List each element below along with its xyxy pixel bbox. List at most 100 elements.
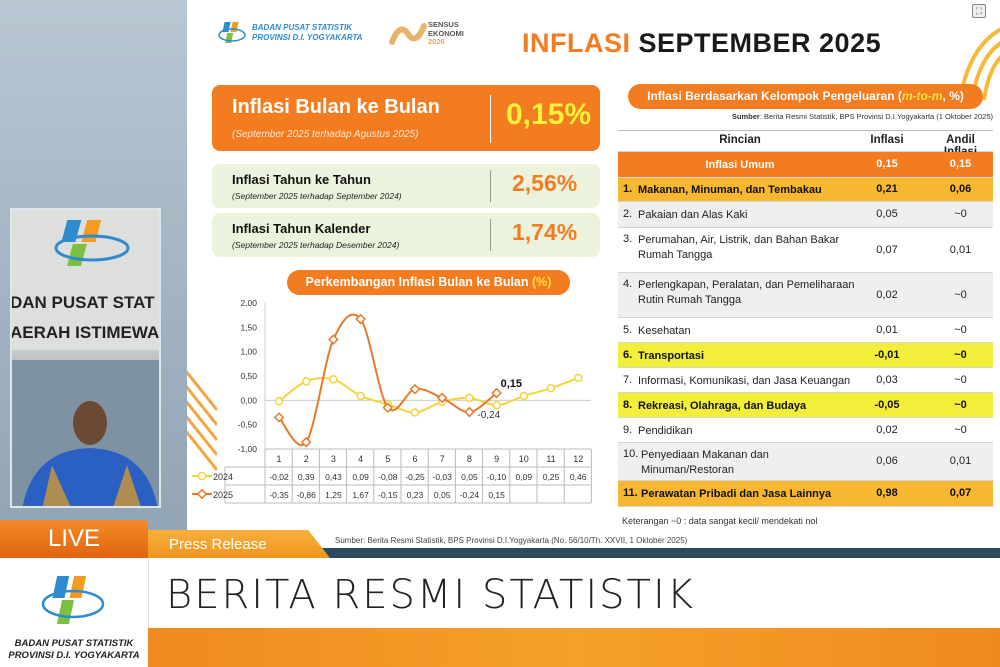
row-label: Perawatan Pribadi dan Jasa Lainnya bbox=[641, 488, 832, 500]
yoy-card: Inflasi Tahun ke Tahun (September 2025 t… bbox=[212, 164, 600, 208]
row-label: Kesehatan bbox=[638, 324, 691, 337]
y-tick-label: 2,00 bbox=[240, 298, 257, 308]
mtm-card: Inflasi Bulan ke Bulan (September 2025 t… bbox=[212, 85, 600, 151]
row-inflasi: 0,21 bbox=[876, 183, 898, 195]
data-point-2024 bbox=[519, 391, 529, 401]
title-period: SEPTEMBER 2025 bbox=[638, 28, 882, 58]
source-label: Sumber bbox=[731, 112, 760, 121]
divider bbox=[490, 219, 491, 251]
chart-title: Perkembangan Inflasi Bulan ke Bulan (%) bbox=[287, 270, 570, 295]
table-row: 7. Informasi, Komunikasi, dan Jasa Keuang… bbox=[618, 368, 993, 393]
data-point-2024 bbox=[465, 393, 474, 403]
y-tick-label: -0,50 bbox=[238, 420, 258, 430]
data-label-2025: -0,24 bbox=[460, 490, 480, 500]
sensus-l1: SENSUS bbox=[428, 20, 459, 29]
row-label: Informasi, Komunikasi, dan Jasa Keuangan bbox=[638, 374, 851, 387]
row-label: Pendidikan bbox=[638, 424, 693, 437]
x-tick-label: 11 bbox=[546, 454, 555, 464]
data-label-2024: 0,05 bbox=[461, 472, 478, 482]
table-row: 1. Makanan, Minuman, dan Tembakau 0,21 0,06 bbox=[618, 178, 993, 202]
sensus-l2: EKONOMI bbox=[428, 28, 464, 38]
row-number: 4. bbox=[623, 278, 633, 290]
row-name: 3. Perumahan, Air, Listrik, dan Bahan Bak… bbox=[623, 233, 857, 263]
data-label-2025: 0,15 bbox=[488, 490, 505, 500]
row-number: 7. bbox=[623, 373, 633, 386]
mtm-label: Inflasi Bulan ke Bulan bbox=[232, 96, 440, 118]
banner-title: BERITA RESMI STATISTIK bbox=[166, 572, 695, 618]
stream-logo: BADAN PUSAT STATISTIK PROVINSI D.I. YOGY… bbox=[0, 558, 148, 667]
x-tick-label: 5 bbox=[385, 454, 390, 464]
row-name: 9. Pendidikan bbox=[623, 424, 857, 439]
row-andil: 0,15 bbox=[949, 158, 972, 170]
banner: BERITA RESMI STATISTIK bbox=[148, 558, 1000, 628]
x-tick-label: 1 bbox=[276, 454, 281, 464]
presenter-video: DAN PUSAT STAT AERAH ISTIMEWA bbox=[12, 210, 159, 506]
data-label-2024: 0,46 bbox=[570, 472, 587, 482]
y-tick-label: -1,00 bbox=[238, 444, 258, 454]
mtm-sub: (September 2025 terhadap Agustus 2025) bbox=[232, 129, 419, 140]
row-inflasi: 0,01 bbox=[876, 323, 898, 336]
org-name: BADAN PUSAT STATISTIK PROVINSI D.I. YOGYA… bbox=[252, 23, 363, 43]
chart-title-text: Perkembangan Inflasi Bulan ke Bulan bbox=[305, 275, 529, 289]
wall-sign-line2: AERAH ISTIMEWA bbox=[12, 323, 159, 342]
x-tick-label: 9 bbox=[494, 454, 499, 464]
row-inflasi: 0,05 bbox=[876, 208, 898, 220]
data-label-2024: -0,10 bbox=[487, 472, 507, 482]
y-tick-label: 0,00 bbox=[240, 395, 257, 405]
data-point-2024 bbox=[356, 391, 365, 401]
row-andil: ~0 bbox=[954, 348, 967, 361]
x-tick-label: 12 bbox=[573, 454, 583, 464]
row-number: 8. bbox=[623, 398, 633, 411]
data-point-2024 bbox=[301, 377, 311, 386]
row-inflasi: 0,98 bbox=[876, 487, 898, 499]
data-point-2025 bbox=[464, 406, 475, 418]
divider bbox=[490, 95, 491, 143]
mtm-value: 0,15% bbox=[506, 98, 592, 131]
table-row: 9. Pendidikan 0,02 ~0 bbox=[618, 418, 993, 443]
live-badge: LIVE bbox=[0, 520, 148, 558]
x-tick-label: 6 bbox=[412, 454, 417, 464]
y-tick-label: 1,00 bbox=[240, 347, 257, 357]
x-tick-label: 3 bbox=[331, 454, 336, 464]
source-text: : Berita Resmi Statistik, BPS Provinsi D… bbox=[759, 112, 993, 121]
table-row: 6. Transportasi -0,01 ~0 bbox=[618, 343, 993, 368]
row-name: 10. Penyediaan Makanan dan Minuman/Restor… bbox=[623, 448, 857, 478]
table-row: 3. Perumahan, Air, Listrik, dan Bahan Bak… bbox=[618, 228, 993, 273]
row-name: 1. Makanan, Minuman, dan Tembakau bbox=[623, 183, 857, 198]
data-point-2025 bbox=[409, 383, 421, 395]
org-line2: PROVINSI D.I. YOGYAKARTA bbox=[252, 33, 363, 42]
row-inflasi: 0,06 bbox=[876, 455, 898, 467]
table-title: Inflasi Berdasarkan Kelompok Pengeluaran… bbox=[628, 84, 983, 109]
series-line-2024 bbox=[278, 376, 579, 414]
legend-marker bbox=[196, 488, 208, 500]
row-andil: ~0 bbox=[954, 423, 967, 436]
table-row: 5. Kesehatan 0,01 ~0 bbox=[618, 318, 993, 343]
bps-logo bbox=[217, 20, 247, 53]
table-note: Keterangan ~0 : data sangat kecil/ mende… bbox=[622, 516, 818, 526]
row-andil: ~0 bbox=[954, 398, 967, 411]
table-title-end: , %) bbox=[942, 89, 964, 103]
data-point-2025 bbox=[328, 334, 339, 345]
row-inflasi: -0,05 bbox=[874, 398, 900, 411]
data-label-2024: -0,02 bbox=[269, 472, 289, 482]
row-number: 2. bbox=[623, 208, 633, 220]
webcam-feed: DAN PUSAT STAT AERAH ISTIMEWA bbox=[10, 208, 161, 508]
ticker-band bbox=[148, 628, 1000, 667]
legend-label: 2025 bbox=[213, 490, 233, 500]
table-row: 10. Penyediaan Makanan dan Minuman/Restor… bbox=[618, 443, 993, 481]
y-tick-label: 1,50 bbox=[240, 322, 257, 332]
ytd-card: Inflasi Tahun Kalender (September 2025 t… bbox=[212, 213, 600, 257]
sensus-l3: 2026 bbox=[428, 37, 445, 46]
row-number: 6. bbox=[623, 348, 633, 361]
table-source: Sumber: Berita Resmi Statistik, BPS Prov… bbox=[618, 112, 993, 121]
row-name: Inflasi Umum bbox=[618, 158, 862, 173]
org-line1: BADAN PUSAT STATISTIK bbox=[14, 638, 134, 649]
data-point-2024 bbox=[573, 373, 583, 383]
yoy-sub: (September 2025 terhadap September 2024) bbox=[232, 191, 402, 201]
chart-title-unit: (%) bbox=[532, 275, 552, 289]
divider-stripe bbox=[187, 548, 1000, 558]
table-row: 8. Rekreasi, Olahraga, dan Budaya -0,05 ~0 bbox=[618, 393, 993, 418]
decorative-stripes bbox=[187, 370, 217, 471]
fullscreen-icon[interactable]: ⛶ bbox=[972, 4, 986, 18]
